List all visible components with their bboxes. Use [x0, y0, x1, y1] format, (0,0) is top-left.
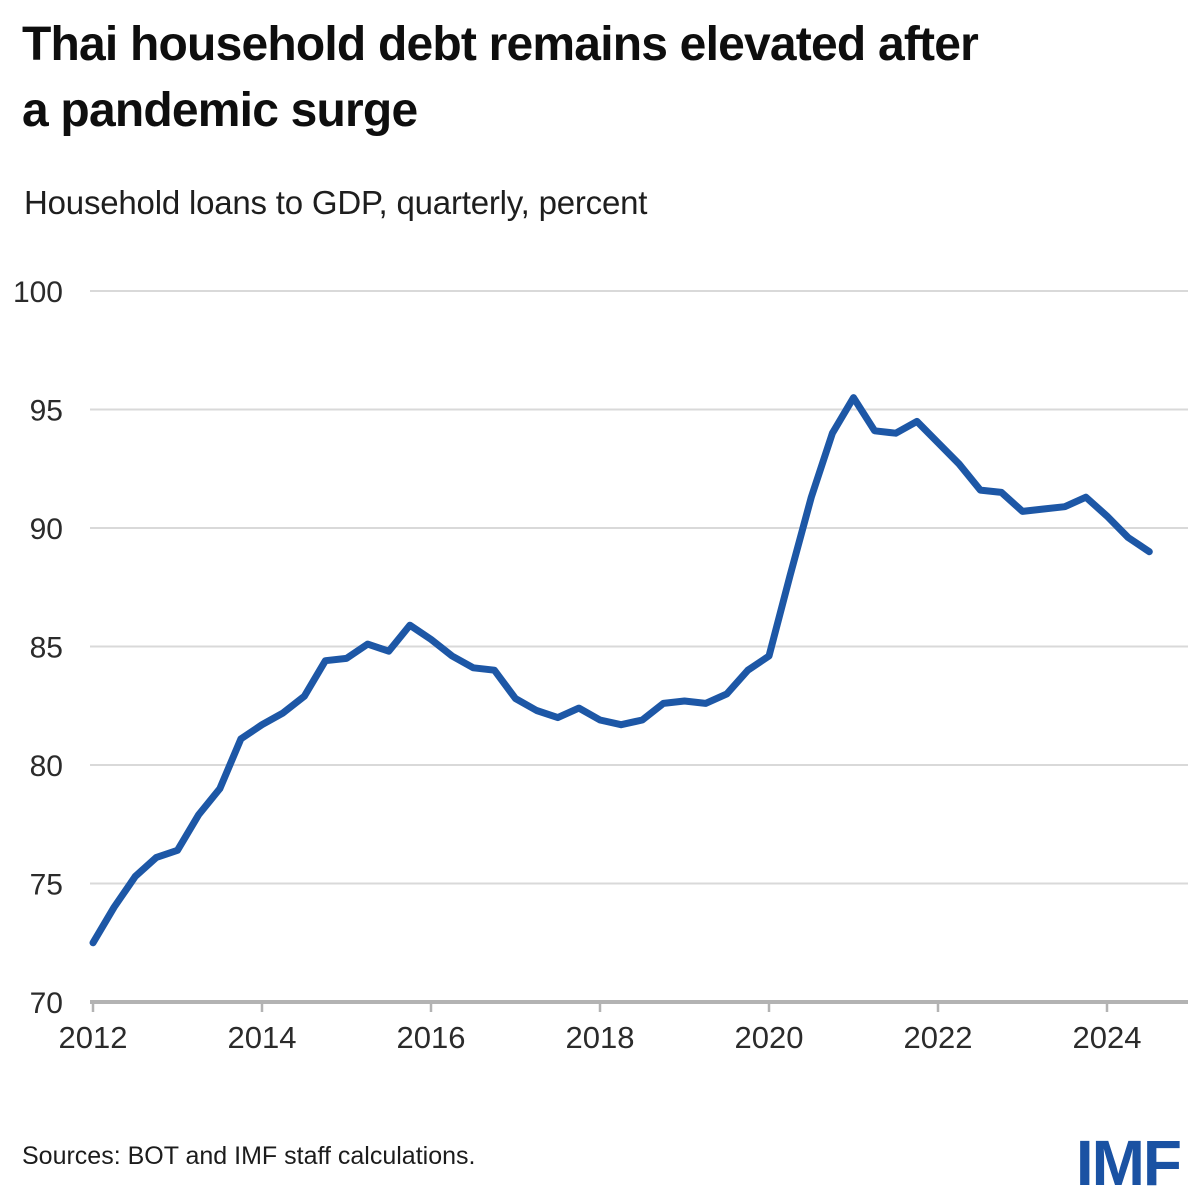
y-axis-tick-label: 95: [30, 395, 63, 428]
chart-title: Thai household debt remains elevated aft…: [22, 12, 979, 144]
title-line-2: a pandemic surge: [22, 84, 418, 137]
source-note: Sources: BOT and IMF staff calculations.: [22, 1142, 476, 1170]
x-axis-tick-label: 2024: [1073, 1020, 1142, 1055]
y-axis-tick-label: 100: [13, 276, 63, 309]
y-axis-tick-label: 80: [30, 750, 63, 783]
x-axis-tick-label: 2016: [397, 1020, 466, 1055]
x-axis-tick-label: 2018: [566, 1020, 635, 1055]
x-axis-tick-label: 2012: [59, 1020, 128, 1055]
y-axis-tick-label: 70: [30, 987, 63, 1020]
imf-logo: IMF: [1075, 1127, 1182, 1199]
household-debt-line: [89, 394, 1153, 947]
x-axis-tick-label: 2022: [904, 1020, 973, 1055]
x-axis-tick-label: 2020: [735, 1020, 804, 1055]
chart-subtitle: Household loans to GDP, quarterly, perce…: [24, 184, 648, 221]
y-axis-tick-label: 85: [30, 632, 63, 665]
x-axis-tick-label: 2014: [228, 1020, 297, 1055]
y-axis-tick-label: 90: [30, 513, 63, 546]
title-line-1: Thai household debt remains elevated aft…: [22, 18, 979, 71]
y-axis-tick-label: 75: [30, 869, 63, 902]
